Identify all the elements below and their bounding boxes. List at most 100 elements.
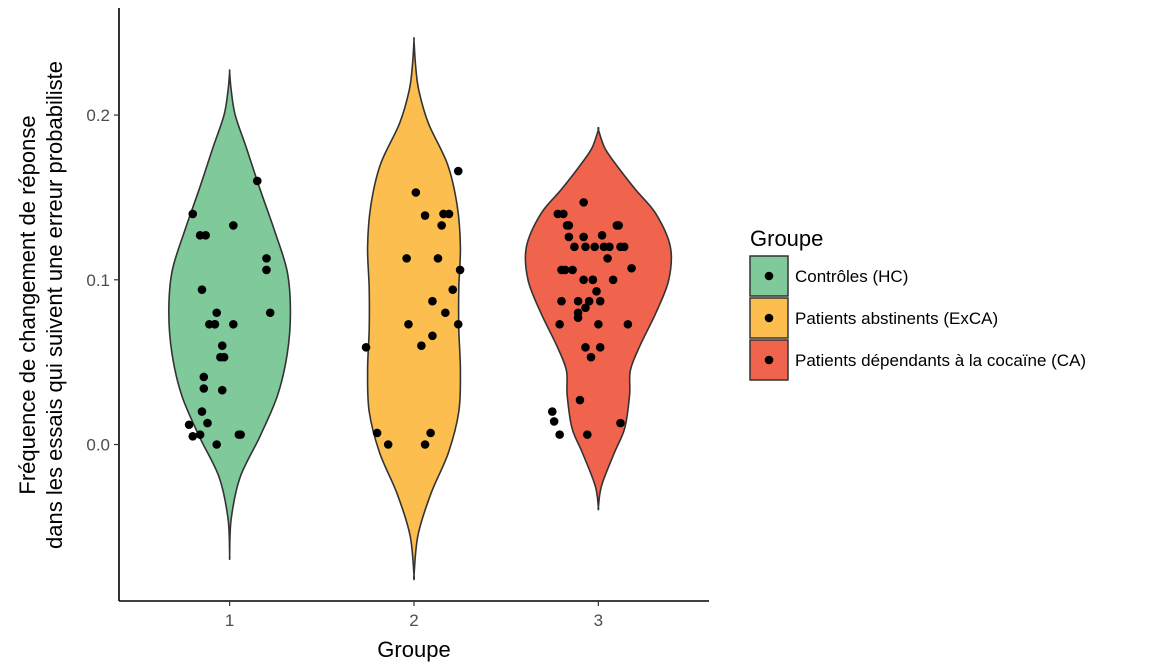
data-point-group-3 bbox=[627, 263, 636, 273]
data-point-group-3 bbox=[581, 242, 590, 252]
data-point-group-1 bbox=[201, 231, 210, 240]
legend-item: Patients dépendants à la cocaïne (CA) bbox=[749, 339, 1086, 381]
data-point-group-2 bbox=[404, 319, 413, 329]
x-axis-ticks: 1 2 3 bbox=[225, 601, 603, 630]
legend-item: Patients abstinents (ExCA) bbox=[749, 297, 998, 339]
legend-item: Contrôles (HC) bbox=[749, 255, 908, 297]
data-point-group-3 bbox=[564, 232, 574, 242]
data-point-group-3 bbox=[595, 343, 605, 352]
data-point-group-2 bbox=[402, 254, 411, 263]
data-point-group-2 bbox=[428, 331, 437, 341]
data-point-group-2 bbox=[420, 211, 430, 220]
violin-layer bbox=[168, 37, 673, 581]
data-point-group-3 bbox=[560, 265, 570, 275]
data-point-group-1 bbox=[210, 319, 220, 329]
data-point-group-1 bbox=[229, 221, 238, 230]
y-tick-label: 0.1 bbox=[86, 271, 110, 290]
data-point-group-3 bbox=[603, 254, 612, 263]
data-point-group-2 bbox=[411, 188, 421, 197]
data-point-group-3 bbox=[623, 319, 633, 329]
data-point-group-1 bbox=[188, 431, 198, 441]
data-point-group-1 bbox=[199, 372, 209, 382]
y-tick-label: 0.2 bbox=[86, 106, 110, 125]
data-point-group-2 bbox=[437, 221, 446, 230]
data-point-group-3 bbox=[581, 343, 590, 352]
data-point-group-2 bbox=[372, 428, 382, 438]
data-point-group-1 bbox=[199, 384, 209, 393]
data-point-group-2 bbox=[453, 166, 463, 176]
data-point-group-3 bbox=[579, 198, 588, 207]
data-point-group-3 bbox=[570, 242, 579, 252]
data-point-group-1 bbox=[229, 319, 238, 329]
data-point-group-3 bbox=[547, 407, 557, 416]
legend-title: Groupe bbox=[750, 226, 823, 251]
data-point-group-3 bbox=[579, 232, 588, 242]
data-point-group-3 bbox=[608, 275, 618, 285]
data-point-group-2 bbox=[420, 440, 430, 449]
y-axis-ticks: 0.0 0.1 0.2 bbox=[86, 106, 119, 455]
y-axis-title-line-2: dans les essais qui suivent une erreur p… bbox=[42, 61, 67, 549]
data-point-group-1 bbox=[217, 385, 227, 395]
data-point-group-1 bbox=[262, 265, 271, 275]
data-point-group-1 bbox=[252, 176, 262, 186]
data-point-group-3 bbox=[588, 275, 598, 285]
data-point-group-2 bbox=[455, 265, 465, 275]
points-layer bbox=[184, 166, 636, 449]
legend-label: Patients abstinents (ExCA) bbox=[795, 309, 998, 328]
legend-label: Patients dépendants à la cocaïne (CA) bbox=[795, 351, 1086, 370]
data-point-group-3 bbox=[619, 242, 629, 252]
data-point-group-3 bbox=[616, 418, 625, 428]
data-point-group-2 bbox=[433, 254, 443, 263]
legend-label: Contrôles (HC) bbox=[795, 267, 908, 286]
data-point-group-3 bbox=[592, 287, 601, 296]
x-tick-label: 1 bbox=[225, 611, 234, 630]
data-point-group-3 bbox=[557, 296, 566, 306]
data-point-group-3 bbox=[581, 303, 590, 313]
data-point-group-3 bbox=[597, 231, 607, 240]
data-point-group-1 bbox=[236, 430, 245, 439]
data-point-group-2 bbox=[444, 209, 454, 219]
data-point-group-1 bbox=[212, 440, 222, 449]
data-point-group-2 bbox=[361, 343, 371, 352]
data-point-group-3 bbox=[605, 242, 614, 252]
data-point-group-3 bbox=[555, 319, 564, 329]
data-point-group-3 bbox=[579, 275, 588, 285]
violin-group-3 bbox=[524, 126, 673, 511]
y-tick-label: 0.0 bbox=[86, 436, 110, 455]
data-point-group-3 bbox=[586, 352, 596, 362]
data-point-group-3 bbox=[583, 430, 592, 439]
data-point-group-2 bbox=[453, 319, 463, 329]
x-tick-label: 2 bbox=[409, 611, 418, 630]
data-point-group-1 bbox=[262, 254, 271, 263]
legend-key-dot bbox=[764, 355, 774, 365]
data-point-group-1 bbox=[217, 341, 227, 350]
data-point-group-1 bbox=[188, 209, 198, 219]
data-point-group-3 bbox=[559, 209, 568, 219]
legend: Groupe Contrôles (HC) Patients abstinents… bbox=[749, 226, 1086, 381]
data-point-group-1 bbox=[195, 430, 205, 439]
x-tick-label: 3 bbox=[594, 611, 603, 630]
x-axis-title: Groupe bbox=[377, 637, 450, 662]
data-point-group-2 bbox=[441, 308, 450, 318]
data-point-group-3 bbox=[549, 417, 559, 426]
data-point-group-2 bbox=[417, 341, 426, 350]
data-point-group-1 bbox=[184, 420, 194, 430]
data-point-group-1 bbox=[197, 285, 207, 294]
data-point-group-3 bbox=[594, 319, 603, 329]
y-axis-title-line-1: Fréquence de changement de réponse bbox=[15, 115, 40, 494]
data-point-group-3 bbox=[564, 221, 574, 230]
data-point-group-3 bbox=[584, 296, 594, 306]
data-point-group-2 bbox=[383, 440, 393, 449]
data-point-group-2 bbox=[426, 428, 435, 438]
data-point-group-3 bbox=[590, 242, 599, 252]
data-point-group-3 bbox=[568, 265, 577, 275]
legend-key-dot bbox=[764, 313, 774, 323]
data-point-group-3 bbox=[575, 395, 585, 405]
data-point-group-3 bbox=[614, 221, 623, 230]
violin-group-1 bbox=[168, 69, 292, 561]
data-point-group-3 bbox=[595, 296, 605, 306]
data-point-group-2 bbox=[428, 296, 437, 306]
legend-key-swatch bbox=[749, 339, 789, 381]
data-point-group-1 bbox=[203, 418, 212, 428]
